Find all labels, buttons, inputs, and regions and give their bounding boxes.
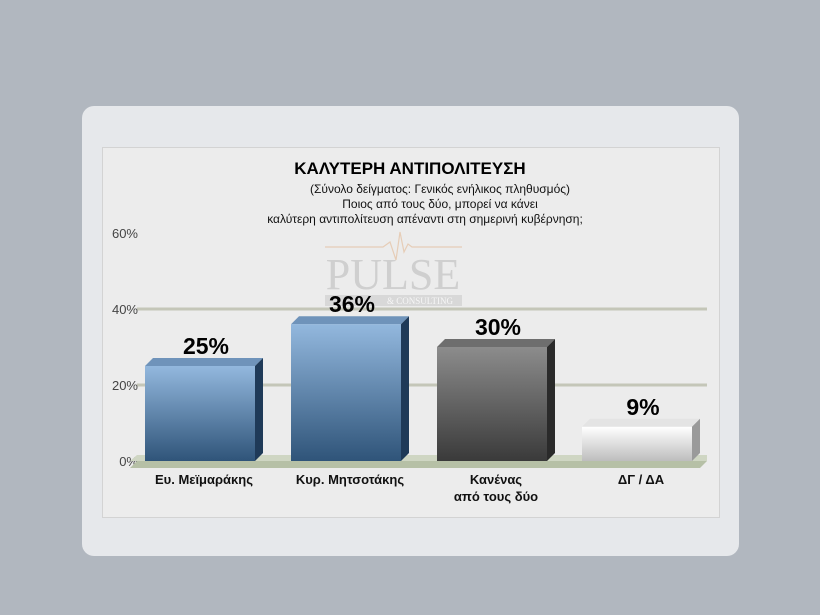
category-label: Ευ. Μεϊμαράκης (155, 472, 253, 487)
data-label: 36% (329, 291, 375, 317)
bar (437, 347, 547, 461)
chart-subtitle-1: (Σύνολο δείγματος: Γενικός ενήλικος πληθ… (310, 182, 570, 196)
bar-side (692, 418, 700, 461)
chart-subtitle-2: Ποιος από τους δύο, μπορεί να κάνει (342, 197, 538, 211)
svg-text:PULSE: PULSE (326, 250, 460, 299)
data-label: 9% (626, 394, 659, 420)
data-label: 30% (475, 314, 521, 340)
category-label: Κυρ. Μητσοτάκης (296, 472, 405, 487)
bar (582, 426, 692, 461)
bar (145, 366, 255, 461)
category-label: Κανένας (470, 472, 522, 487)
bar-top (582, 418, 700, 427)
chart-subtitle-3: καλύτερη αντιπολίτευση απέναντι στη σημε… (267, 212, 583, 226)
y-tick-label: 20% (112, 378, 138, 393)
svg-text:& CONSULTING: & CONSULTING (387, 296, 453, 306)
bar-side (401, 316, 409, 461)
bar-top (145, 358, 263, 366)
pulse-watermark-logo: PULSE & CONSULTING (325, 231, 462, 306)
chart-title: ΚΑΛΥΤΕΡΗ ΑΝΤΙΠΟΛΙΤΕΥΣΗ (294, 159, 525, 178)
data-label: 25% (183, 333, 229, 359)
category-label: από τους δύο (454, 489, 538, 504)
y-tick-label: 60% (112, 226, 138, 241)
bar-side (255, 358, 263, 461)
bar-top (291, 316, 409, 325)
y-tick-label: 40% (112, 302, 138, 317)
chart-floor (130, 461, 707, 468)
chart-floor-top (130, 455, 707, 461)
category-label: ΔΓ / ΔΑ (618, 472, 665, 487)
bar-side (547, 339, 555, 461)
bar-top (437, 339, 555, 347)
bar (291, 324, 401, 461)
